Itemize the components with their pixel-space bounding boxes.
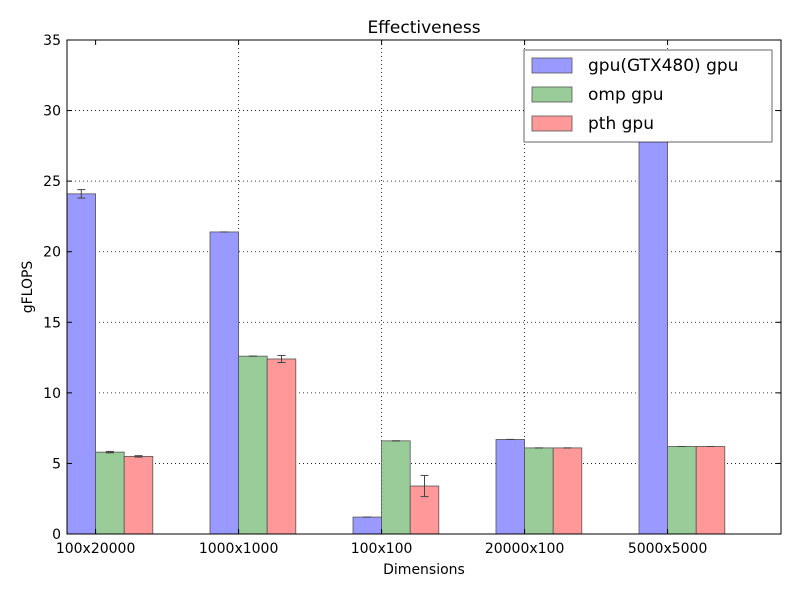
error-bars bbox=[77, 90, 715, 518]
x-axis-label: Dimensions bbox=[383, 562, 465, 578]
bar-1-2 bbox=[209, 231, 240, 535]
y-tick-label: 25 bbox=[43, 174, 61, 190]
grid bbox=[67, 40, 781, 534]
y-tick-label: 5 bbox=[52, 456, 61, 472]
legend-swatch bbox=[531, 57, 573, 74]
bar-1-1 bbox=[66, 193, 97, 535]
legend-label: pth gpu bbox=[588, 114, 654, 134]
bar-2-4 bbox=[524, 447, 554, 535]
bar-3-1 bbox=[123, 455, 154, 535]
bars bbox=[66, 93, 726, 535]
y-axis-label: gFLOPS bbox=[20, 261, 36, 314]
bar-1-3 bbox=[352, 516, 383, 535]
y-ticks: 0 5 10 15 20 25 30 35 bbox=[43, 33, 781, 543]
bar-2-1 bbox=[95, 451, 125, 535]
legend: gpu(GTX480) gpu omp gpu pth gpu bbox=[523, 49, 773, 143]
x-tick-label: 1000x1000 bbox=[199, 541, 279, 557]
x-tick-label: 20000x100 bbox=[485, 541, 565, 557]
y-tick-label: 20 bbox=[43, 245, 61, 261]
bar-1-5 bbox=[638, 93, 669, 535]
bar-3-4 bbox=[552, 447, 583, 535]
bar-1-4 bbox=[495, 439, 526, 535]
bar-3-5 bbox=[695, 446, 726, 535]
y-tick-label: 30 bbox=[43, 104, 61, 120]
legend-swatch bbox=[531, 115, 573, 132]
x-tick-label: 100x100 bbox=[351, 541, 413, 557]
legend-swatch bbox=[531, 86, 573, 103]
bar-2-2 bbox=[238, 355, 268, 535]
x-tick-label: 5000x5000 bbox=[628, 541, 708, 557]
y-tick-label: 0 bbox=[52, 527, 61, 543]
bar-3-2 bbox=[266, 358, 297, 535]
y-tick-label: 10 bbox=[43, 386, 61, 402]
y-tick-label: 15 bbox=[43, 315, 61, 331]
plot-frame bbox=[66, 39, 782, 535]
x-ticks: 100x20000 1000x1000 100x100 20000x100 5000x5… bbox=[56, 40, 708, 557]
x-tick-label: 100x20000 bbox=[56, 541, 136, 557]
chart-title: Effectiveness bbox=[367, 18, 480, 38]
bar-2-5 bbox=[667, 446, 697, 535]
y-tick-label: 35 bbox=[43, 33, 61, 49]
legend-label: gpu(GTX480) gpu bbox=[588, 56, 738, 76]
legend-label: omp gpu bbox=[588, 85, 664, 105]
bar-2-3 bbox=[381, 440, 411, 535]
